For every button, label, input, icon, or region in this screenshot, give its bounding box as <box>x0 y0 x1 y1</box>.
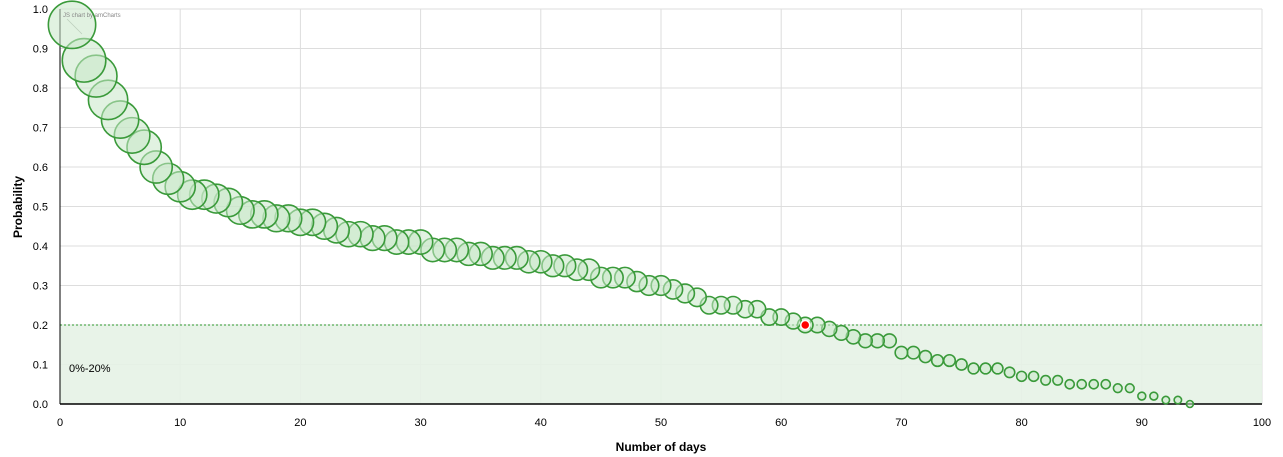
x-tick-label: 40 <box>535 417 547 429</box>
y-tick-label: 0.1 <box>33 360 48 372</box>
x-tick-label: 100 <box>1253 417 1271 429</box>
x-tick-label: 50 <box>655 417 667 429</box>
data-bubble <box>1003 366 1016 379</box>
data-bubble <box>1124 383 1135 394</box>
y-tick-label: 0.7 <box>33 123 48 135</box>
data-bubble <box>906 345 921 360</box>
x-tick-label: 0 <box>57 417 63 429</box>
y-tick-label: 0.9 <box>33 44 48 56</box>
x-tick-label: 60 <box>775 417 787 429</box>
highlighted-point <box>799 319 811 331</box>
data-bubble <box>894 345 909 360</box>
x-tick-label: 10 <box>174 417 186 429</box>
data-bubble <box>47 0 97 50</box>
data-bubble <box>1100 378 1112 390</box>
y-axis-title: Probability <box>11 176 25 238</box>
data-bubble <box>1137 391 1147 401</box>
data-bubble <box>942 353 957 368</box>
y-tick-label: 1.0 <box>33 4 48 16</box>
data-bubble <box>1076 378 1088 390</box>
data-bubble <box>1185 399 1195 409</box>
guide-band <box>60 324 1262 404</box>
data-bubble <box>1015 370 1028 383</box>
data-bubble <box>1112 383 1123 394</box>
data-bubble <box>991 362 1004 375</box>
data-bubble <box>1064 378 1076 390</box>
guide-band-fill <box>60 325 1262 404</box>
y-tick-label: 0.3 <box>33 281 48 293</box>
x-tick-label: 90 <box>1136 417 1148 429</box>
x-tick-label: 80 <box>1015 417 1027 429</box>
guide-band-label: 0%-20% <box>69 363 111 375</box>
y-tick-label: 0.0 <box>33 399 48 411</box>
data-bubble <box>918 349 933 364</box>
data-bubble <box>1027 370 1040 383</box>
x-tick-label: 70 <box>895 417 907 429</box>
data-bubble <box>1088 378 1100 390</box>
y-tick-label: 0.6 <box>33 162 48 174</box>
chart-credit[interactable]: JS chart by amCharts <box>63 13 121 19</box>
data-points <box>47 0 1195 409</box>
data-bubble <box>1149 391 1159 401</box>
y-tick-label: 0.5 <box>33 202 48 214</box>
data-bubble <box>979 362 992 375</box>
y-tick-label: 0.8 <box>33 83 48 95</box>
data-bubble <box>955 358 968 371</box>
data-bubble <box>1052 374 1064 386</box>
x-tick-label: 30 <box>414 417 426 429</box>
data-bubble <box>1040 374 1052 386</box>
axes: 0 10 20 30 40 50 60 70 80 90 100 0.0 0.1 0.2 0.3 0.4 0.5… <box>33 4 1271 429</box>
x-axis-title: Number of days <box>616 440 707 454</box>
y-tick-label: 0.2 <box>33 320 48 332</box>
y-tick-label: 0.4 <box>33 241 48 253</box>
data-bubble <box>930 353 945 368</box>
x-tick-label: 20 <box>294 417 306 429</box>
data-bubble <box>1161 395 1171 405</box>
data-bubble <box>967 362 980 375</box>
data-bubble <box>1173 395 1183 405</box>
